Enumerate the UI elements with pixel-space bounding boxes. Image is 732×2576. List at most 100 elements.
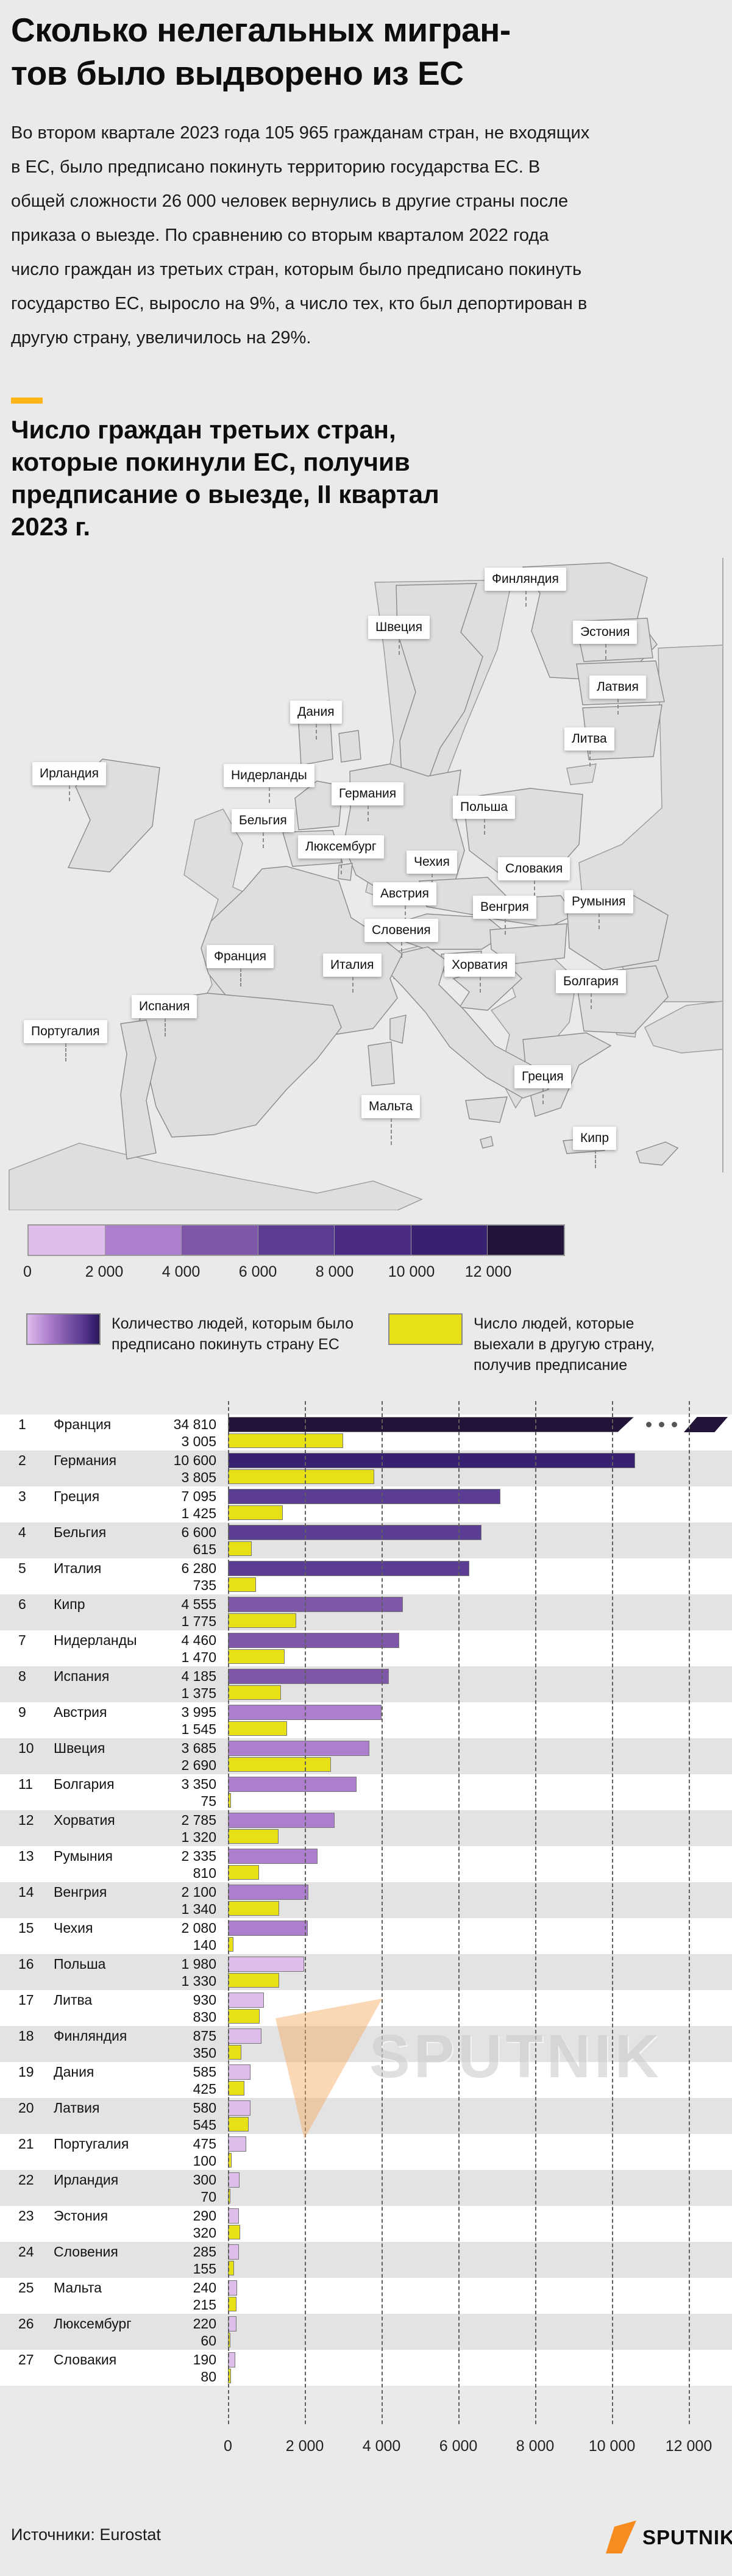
row-value-left: 545: [193, 2117, 216, 2133]
row-rank: 16: [18, 1956, 34, 1972]
row-value-ordered: 1 980: [181, 1956, 216, 1972]
sputnik-arrow-icon: [606, 2521, 636, 2553]
row-country: Финляндия: [54, 2028, 127, 2044]
row-value-left: 1 425: [181, 1505, 216, 1521]
row-value-ordered: 2 335: [181, 1848, 216, 1864]
row-value-ordered: 3 685: [181, 1740, 216, 1756]
map-label: Германия: [332, 782, 404, 821]
bar-ordered: [228, 1417, 634, 1432]
row-value-left: 1 330: [181, 1973, 216, 1989]
row-value-left: 1 320: [181, 1829, 216, 1845]
row-country: Венгрия: [54, 1884, 107, 1900]
row-value-left: 1 545: [181, 1721, 216, 1737]
bar-ordered: [228, 1921, 308, 1936]
map-country-portugal: [120, 1019, 157, 1160]
source-note: Источники: Eurostat: [11, 2525, 161, 2544]
map-label: Австрия: [373, 882, 436, 921]
bar-ordered: [228, 2028, 261, 2044]
chart-row: 19 Дания 585 425: [0, 2062, 732, 2098]
row-rank: 17: [18, 1992, 34, 2008]
chart-row: 24 Словения 285 155: [0, 2242, 732, 2278]
map-label: Хорватия: [444, 954, 515, 993]
row-value-ordered: 34 810: [173, 1416, 216, 1432]
gridline: [458, 1401, 460, 2424]
bar-left: [228, 1577, 256, 1592]
legend-label-yellow: Число людей, которые выехали в другую ст…: [474, 1315, 655, 1374]
row-country: Нидерланды: [54, 1632, 137, 1648]
bar-left: [228, 2081, 244, 2096]
scale-tick: 8 000: [315, 1263, 354, 1280]
row-rank: 18: [18, 2028, 34, 2044]
row-value-ordered: 10 600: [173, 1452, 216, 1468]
gridline: [382, 1401, 383, 2424]
bar-left: [228, 1973, 279, 1988]
row-value-ordered: 4 185: [181, 1668, 216, 1684]
accent-bar: [11, 398, 43, 404]
row-rank: 21: [18, 2136, 34, 2152]
scale-tick: 6 000: [238, 1263, 277, 1280]
map-country-ireland: [67, 758, 160, 872]
chart-row: 15 Чехия 2 080 140: [0, 1918, 732, 1954]
sputnik-logo: SPUTNIK: [605, 2521, 732, 2555]
map-country-france-corsica: [389, 1015, 407, 1044]
chart-row: 13 Румыния 2 335 810: [0, 1846, 732, 1882]
bar-break-dots: [646, 1422, 677, 1427]
row-value-left: 75: [201, 1793, 216, 1809]
scale-tick: 0: [23, 1263, 32, 1280]
row-country: Дания: [54, 2064, 94, 2080]
map-label: Венгрия: [473, 896, 536, 935]
map-region-north-africa: [9, 1143, 423, 1210]
title-line-2: тов было выдворено из ЕС: [11, 54, 464, 92]
bar-ordered: [228, 1993, 264, 2008]
row-value-ordered: 875: [193, 2028, 216, 2044]
map-country-italy-sardinia: [368, 1041, 395, 1086]
europe-map: Финляндия Швеция Эстония Латвия Дания Литва Ир…: [0, 558, 732, 1210]
row-country: Португалия: [54, 2136, 129, 2152]
map-label: Чехия: [407, 851, 457, 890]
x-axis-tick: 10 000: [588, 2438, 636, 2455]
row-value-ordered: 300: [193, 2172, 216, 2188]
x-axis-tick: 0: [224, 2438, 232, 2455]
row-value-left: 100: [193, 2153, 216, 2169]
chart-row: 18 Финляндия 875 350: [0, 2026, 732, 2062]
bar-left: [228, 2045, 241, 2060]
bar-left: [228, 1829, 279, 1844]
x-axis-tick: 2 000: [285, 2438, 324, 2455]
bar-ordered: [228, 2316, 236, 2332]
chart-row: 5 Италия 6 280 735: [0, 1558, 732, 1594]
chart-row: 6 Кипр 4 555 1 775: [0, 1594, 732, 1630]
row-value-ordered: 2 785: [181, 1812, 216, 1828]
chart-row: 22 Ирландия 300 70: [0, 2170, 732, 2206]
row-country: Словакия: [54, 2352, 117, 2367]
bar-ordered: [228, 1489, 500, 1504]
map-label: Нидерланды: [224, 764, 314, 803]
bar-ordered: [228, 1633, 399, 1648]
map-country-romania: [566, 895, 669, 971]
chart-row: 10 Швеция 3 685 2 690: [0, 1738, 732, 1774]
map-label: Польша: [453, 796, 516, 835]
gridline: [612, 1401, 613, 2424]
row-value-left: 80: [201, 2369, 216, 2385]
map-label: Ирландия: [32, 762, 106, 801]
row-value-ordered: 585: [193, 2064, 216, 2080]
bar-ordered: [228, 1885, 308, 1900]
row-value-left: 1 470: [181, 1649, 216, 1665]
map-label: Испания: [132, 995, 197, 1036]
map-region-kaliningrad: [566, 763, 597, 785]
legend-item-left: Число людей, которые выехали в другую ст…: [388, 1313, 675, 1375]
row-value-left: 215: [193, 2297, 216, 2313]
row-value-left: 1 340: [181, 1901, 216, 1917]
chart-row: 26 Люксембург 220 60: [0, 2314, 732, 2350]
row-value-ordered: 6 280: [181, 1560, 216, 1576]
bar-left: [228, 1613, 296, 1628]
bar-chart: SPUTNIK 1 Франция 34 810 3 005 2 Германия 10 6…: [0, 1401, 732, 2483]
row-value-ordered: 2 080: [181, 1920, 216, 1936]
row-value-left: 425: [193, 2081, 216, 2097]
map-label: Финляндия: [485, 568, 566, 607]
chart-row: 3 Греция 7 095 1 425: [0, 1486, 732, 1522]
row-country: Австрия: [54, 1704, 107, 1720]
map-label: Кипр: [573, 1127, 617, 1168]
row-rank: 24: [18, 2244, 34, 2260]
row-rank: 25: [18, 2280, 34, 2296]
row-value-left: 3 005: [181, 1433, 216, 1449]
